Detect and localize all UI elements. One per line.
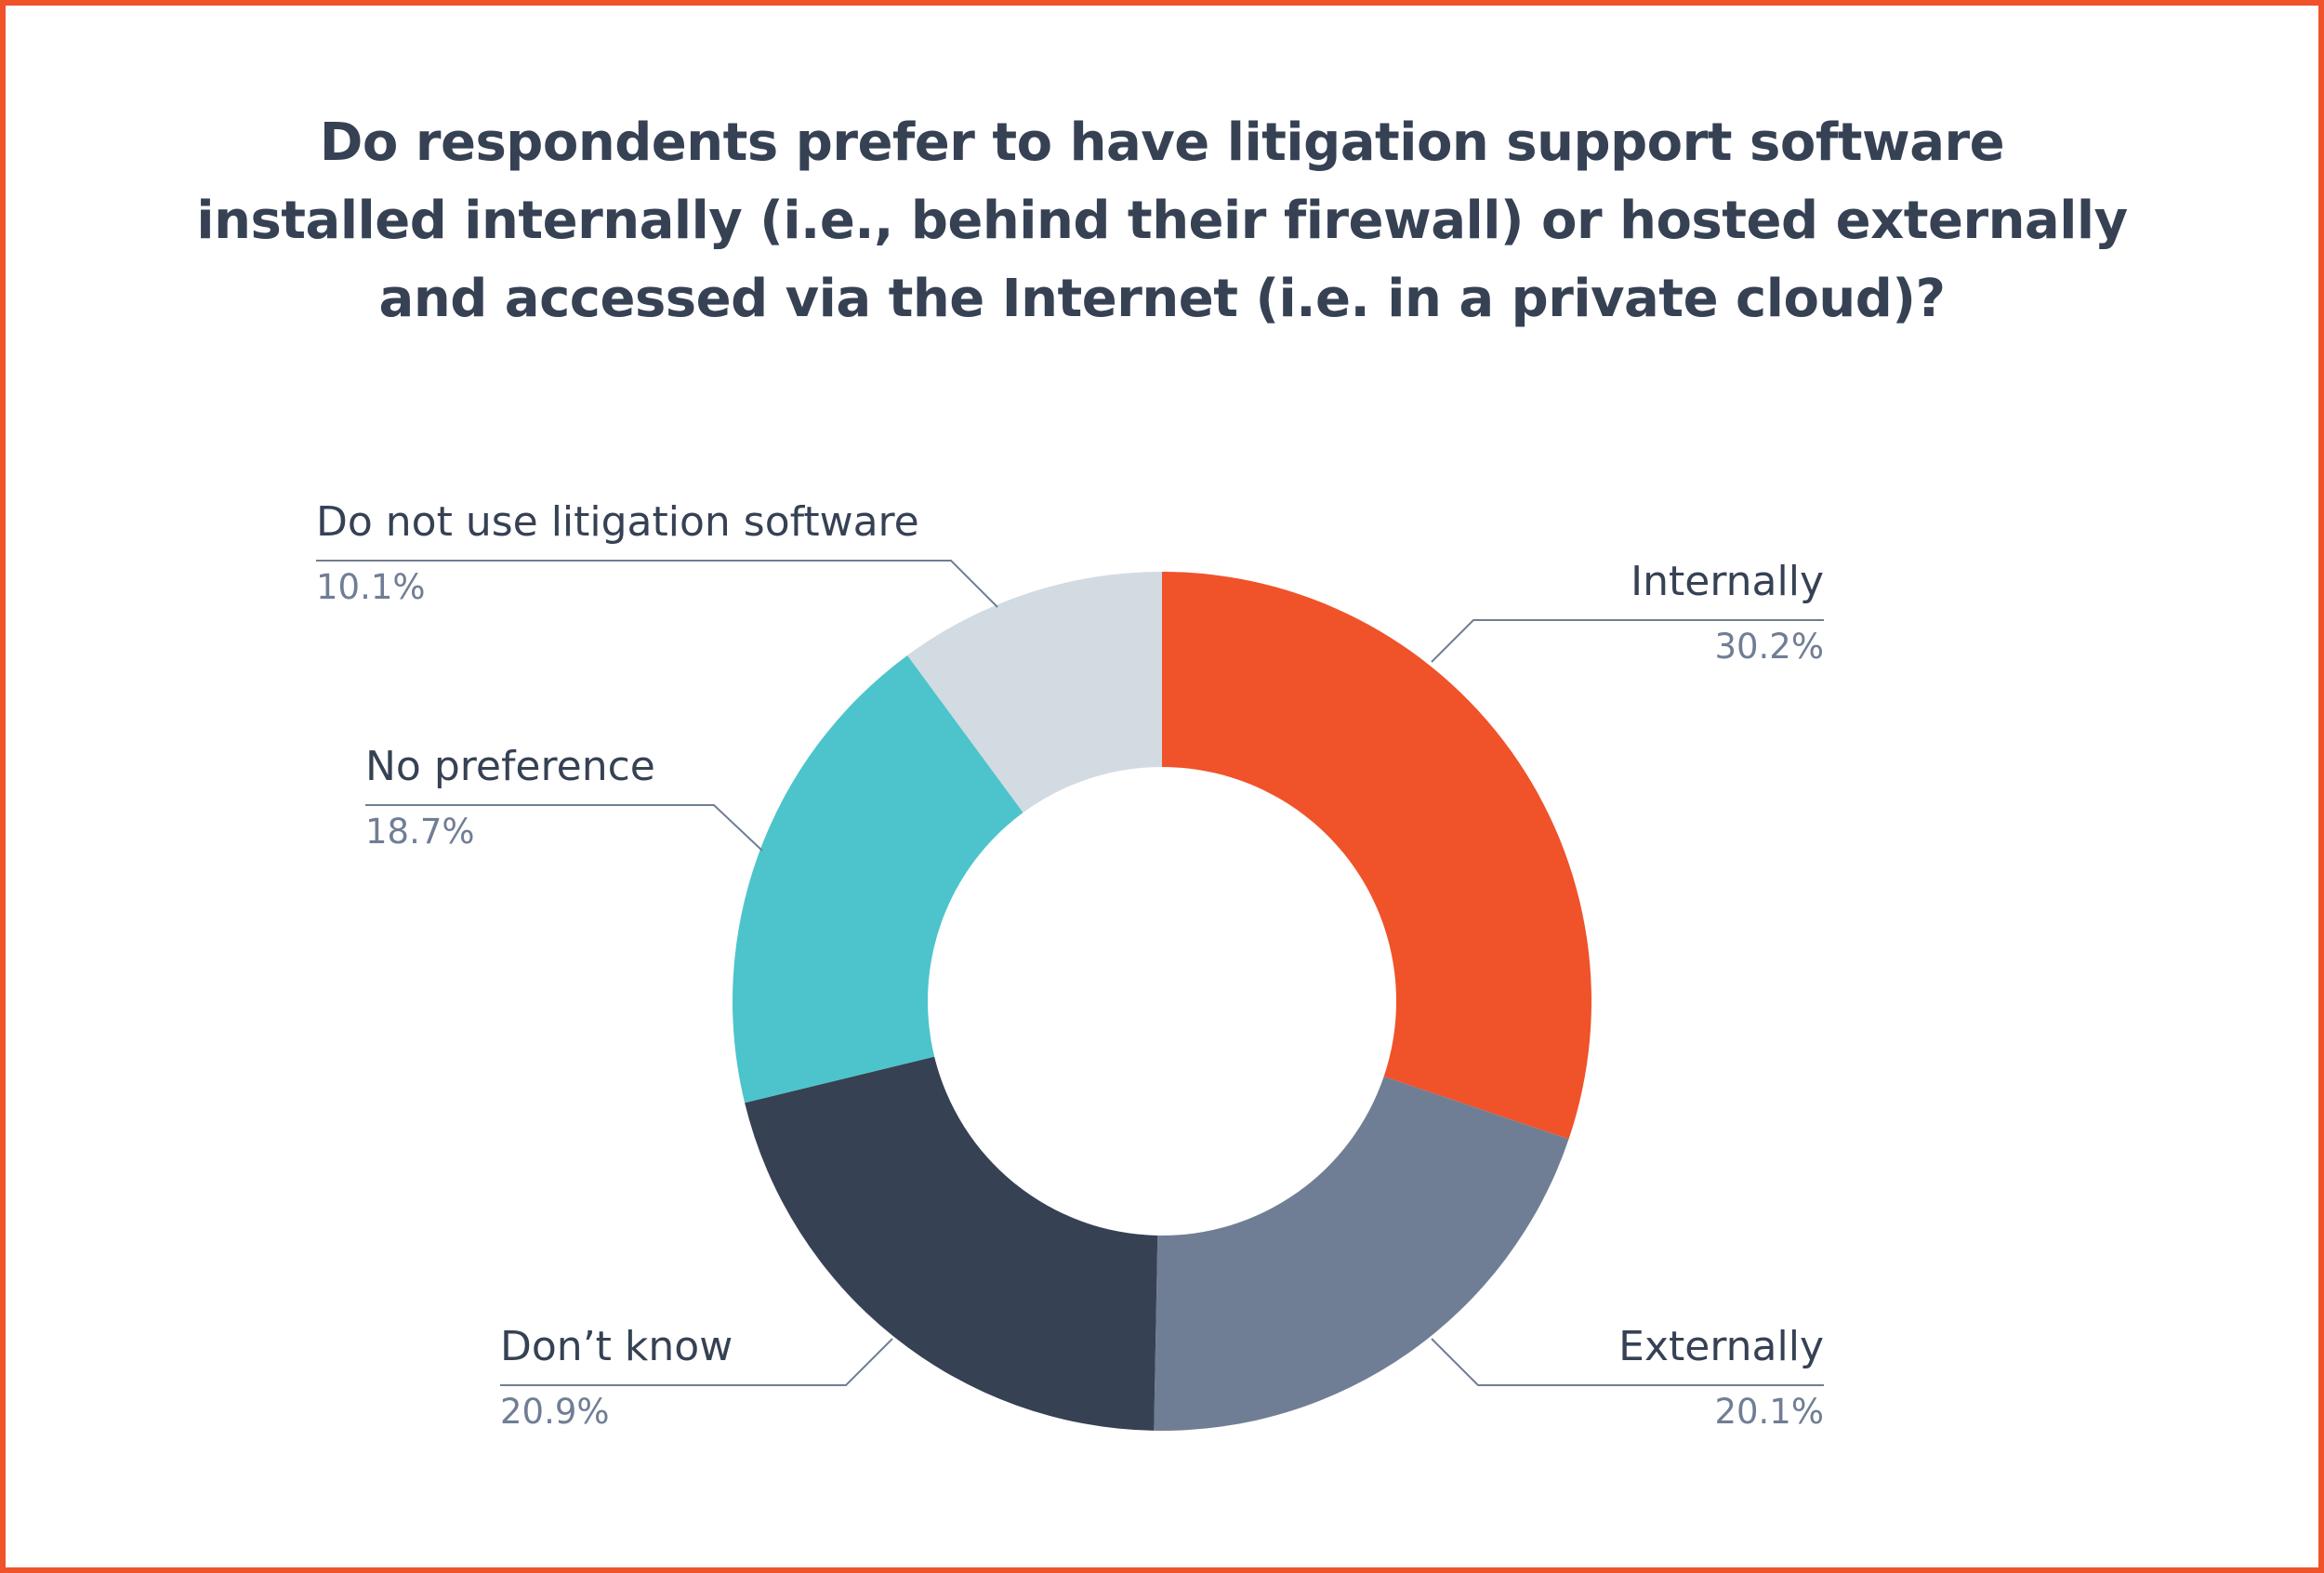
label-name: Externally <box>1618 1323 1824 1370</box>
label-no-preference: No preference 18.7% <box>365 743 655 853</box>
title-line-1: Do respondents prefer to have litigation… <box>319 112 2005 173</box>
donut-slices <box>733 572 1591 1431</box>
chart-title: Do respondents prefer to have litigation… <box>0 104 2324 338</box>
leader-do-not-use <box>316 560 998 608</box>
title-line-3: and accessed via the Internet (i.e. in a… <box>378 269 1946 329</box>
leader-externally <box>1431 1338 1824 1386</box>
label-dont-know: Don’t know 20.9% <box>500 1323 733 1433</box>
label-name: Don’t know <box>500 1323 733 1370</box>
slice-don-t-know <box>745 1056 1158 1431</box>
label-externally: Externally 20.1% <box>1618 1323 1824 1433</box>
label-name: Internally <box>1631 558 1824 605</box>
label-internally: Internally 30.2% <box>1631 558 1824 668</box>
title-line-2: installed internally (i.e., behind their… <box>196 191 2128 251</box>
slice-externally <box>1154 1076 1569 1431</box>
label-percent: 20.9% <box>500 1392 610 1432</box>
label-name: Do not use litigation software <box>316 498 919 546</box>
label-percent: 10.1% <box>316 567 426 607</box>
leader-no-preference <box>365 804 763 852</box>
slice-no-preference <box>733 654 1023 1104</box>
slice-internally <box>1162 572 1591 1140</box>
label-percent: 20.1% <box>1714 1392 1824 1432</box>
label-name: No preference <box>365 743 655 790</box>
label-percent: 30.2% <box>1714 627 1824 667</box>
label-do-not-use: Do not use litigation software 10.1% <box>316 498 919 608</box>
leader-dont-know <box>500 1338 893 1386</box>
leader-lines <box>316 560 1824 1386</box>
leader-internally <box>1431 619 1824 663</box>
slice-do-not-use-litigation-software <box>907 572 1162 813</box>
label-percent: 18.7% <box>365 812 475 852</box>
